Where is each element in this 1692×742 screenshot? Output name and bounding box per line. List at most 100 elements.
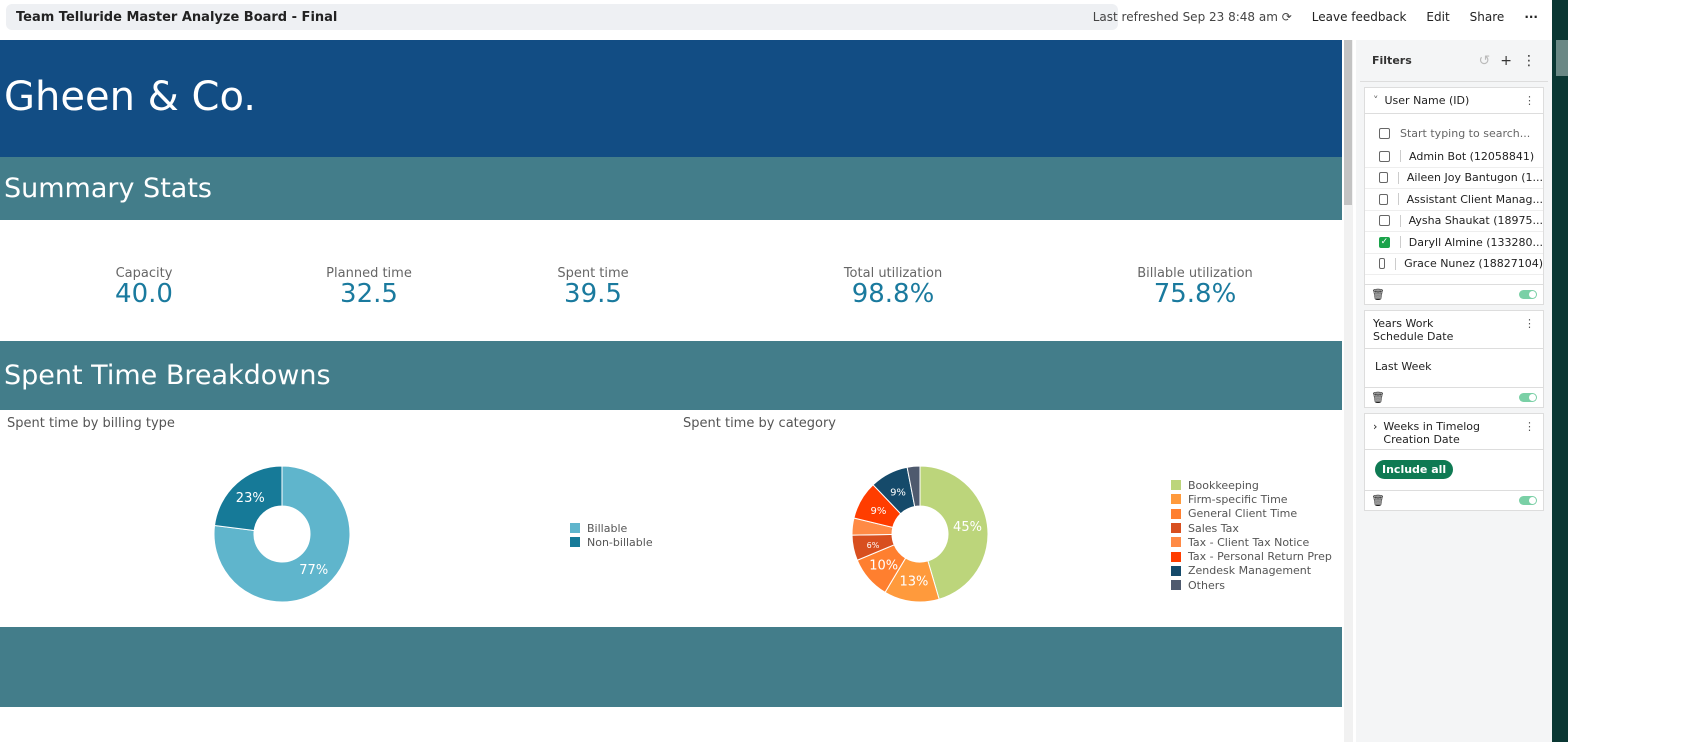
pie-slice-billable[interactable] — [213, 465, 351, 603]
data-label: 23% — [236, 491, 265, 506]
legend-label: Tax - Client Tax Notice — [1188, 535, 1310, 549]
legend-swatch — [1171, 523, 1181, 534]
legend-item[interactable]: Firm-specific Time — [1171, 492, 1332, 506]
legend-label: Firm-specific Time — [1188, 492, 1288, 506]
filter-menu-icon[interactable]: ⋮ — [1524, 94, 1535, 107]
legend-item[interactable]: Tax - Client Tax Notice — [1171, 535, 1332, 549]
billing-type-legend: Billable Non-billable — [570, 521, 653, 550]
data-label: 77% — [299, 563, 328, 578]
legend-item[interactable]: Bookkeeping — [1171, 478, 1332, 492]
next-section-header — [0, 627, 1342, 707]
legend-label: General Client Time — [1188, 507, 1298, 521]
leave-feedback-button[interactable]: Leave feedback — [1311, 10, 1407, 24]
data-label: 9% — [870, 506, 886, 517]
divider — [1397, 171, 1399, 184]
legend-item[interactable]: Tax - Personal Return Prep — [1171, 549, 1332, 563]
chevron-down-icon[interactable]: ˅ — [1373, 94, 1379, 107]
user-label: Assistant Client Manag... — [1406, 192, 1543, 206]
pie-slice-bookkeeping[interactable] — [919, 465, 989, 600]
filter-user-name: ˅ User Name (ID) ⋮ Start typing to search.… — [1364, 87, 1544, 305]
legend-item[interactable]: Non-billable — [570, 535, 653, 549]
reset-icon[interactable]: ↺ — [1478, 52, 1491, 69]
main-scrollbar[interactable] — [1344, 40, 1353, 742]
pie-slice-non-billable[interactable] — [213, 465, 283, 532]
stat-total-utilization: Total utilization 98.8% — [844, 266, 942, 307]
user-option[interactable]: ✓ Daryll Almine (133280... — [1365, 232, 1543, 254]
filter-title: User Name (ID) — [1384, 94, 1470, 107]
filter-toggle[interactable] — [1519, 393, 1537, 402]
checkbox[interactable] — [1379, 172, 1388, 184]
divider — [1400, 150, 1401, 163]
legend-swatch — [1171, 508, 1181, 519]
summary-stats-header: Summary Stats — [0, 157, 1342, 220]
data-label: 6% — [867, 541, 880, 550]
trash-icon[interactable]: 🗑 — [1371, 288, 1385, 301]
scrollbar-thumb[interactable] — [1344, 40, 1352, 205]
legend-swatch — [1171, 580, 1181, 591]
legend-item[interactable]: Zendesk Management — [1171, 564, 1332, 578]
legend-swatch — [1171, 494, 1181, 505]
divider — [1399, 236, 1401, 249]
add-filter-icon[interactable]: + — [1500, 52, 1512, 69]
dashboard-title[interactable]: Team Telluride Master Analyze Board - Fi… — [6, 4, 1118, 30]
legend-swatch — [570, 523, 580, 534]
scrollbar-thumb[interactable] — [1556, 40, 1568, 76]
legend-swatch — [1171, 565, 1181, 576]
filter-menu-icon[interactable]: ⋮ — [1524, 317, 1535, 330]
trash-icon[interactable]: 🗑 — [1371, 391, 1385, 404]
stat-label: Billable utilization — [1137, 266, 1253, 281]
checkbox[interactable]: ✓ — [1379, 236, 1390, 248]
search-input[interactable]: Start typing to search... — [1400, 126, 1531, 140]
filter-menu-icon[interactable]: ⋮ — [1524, 420, 1535, 433]
legend-item[interactable]: Billable — [570, 521, 653, 535]
filter-toggle[interactable] — [1519, 496, 1537, 505]
top-bar: Team Telluride Master Analyze Board - Fi… — [0, 0, 1568, 40]
user-option[interactable]: Grace Nunez (18827104) — [1365, 254, 1543, 275]
legend-label: Billable — [587, 521, 628, 535]
legend-item[interactable]: Others — [1171, 578, 1332, 592]
chart-title: Spent time by billing type — [7, 416, 175, 431]
legend-item[interactable]: Sales Tax — [1171, 521, 1332, 535]
stat-spent-time: Spent time 39.5 — [557, 266, 628, 307]
include-all-button[interactable]: Include all — [1375, 460, 1454, 479]
filters-panel: Filters ↺ + ⋮ ˅ User Name (ID) ⋮ Start typin… — [1356, 40, 1552, 742]
side-scrollbar[interactable] — [1552, 0, 1568, 742]
legend-swatch — [570, 537, 580, 548]
stat-label: Planned time — [326, 266, 412, 281]
legend-label: Tax - Personal Return Prep — [1188, 550, 1332, 564]
legend-item[interactable]: General Client Time — [1171, 507, 1332, 521]
user-option[interactable]: Admin Bot (12058841) — [1365, 146, 1543, 168]
stat-value: 32.5 — [340, 279, 398, 309]
more-menu-icon[interactable]: ··· — [1524, 10, 1538, 24]
user-option[interactable]: Aileen Joy Bantugon (1... — [1365, 168, 1543, 189]
checkbox[interactable] — [1379, 193, 1388, 205]
trash-icon[interactable]: 🗑 — [1371, 494, 1385, 507]
legend-label: Zendesk Management — [1188, 564, 1312, 578]
filter-title: Years Work Schedule Date — [1373, 317, 1454, 343]
spent-time-breakdowns-header: Spent Time Breakdowns — [0, 341, 1342, 410]
more-icon[interactable]: ⋮ — [1522, 52, 1536, 69]
checkbox[interactable] — [1379, 258, 1386, 270]
data-label: 9% — [890, 487, 906, 498]
share-button[interactable]: Share — [1469, 10, 1505, 24]
checkbox[interactable] — [1379, 215, 1390, 227]
filter-weeks-timelog: › Weeks in Timelog Creation Date ⋮ Include… — [1364, 413, 1544, 511]
stat-planned-time: Planned time 32.5 — [326, 266, 412, 307]
refresh-icon[interactable]: ⟳ — [1281, 10, 1292, 24]
divider — [1395, 257, 1397, 270]
data-label: 45% — [953, 520, 982, 535]
user-option[interactable]: Assistant Client Manag... — [1365, 189, 1543, 211]
user-label: Grace Nunez (18827104) — [1404, 257, 1543, 271]
edit-button[interactable]: Edit — [1426, 10, 1450, 24]
select-all-checkbox[interactable] — [1379, 127, 1390, 139]
stat-billable-utilization: Billable utilization 75.8% — [1137, 266, 1253, 307]
stat-label: Total utilization — [843, 266, 943, 281]
stat-capacity: Capacity 40.0 — [115, 266, 173, 307]
user-label: Aysha Shaukat (18975... — [1408, 214, 1543, 228]
chevron-right-icon[interactable]: › — [1373, 420, 1378, 433]
filter-value[interactable]: Last Week — [1375, 360, 1432, 373]
checkbox[interactable] — [1379, 150, 1390, 162]
pie-slice-others[interactable] — [906, 465, 921, 508]
user-option[interactable]: Aysha Shaukat (18975... — [1365, 211, 1543, 232]
filter-toggle[interactable] — [1519, 290, 1537, 299]
